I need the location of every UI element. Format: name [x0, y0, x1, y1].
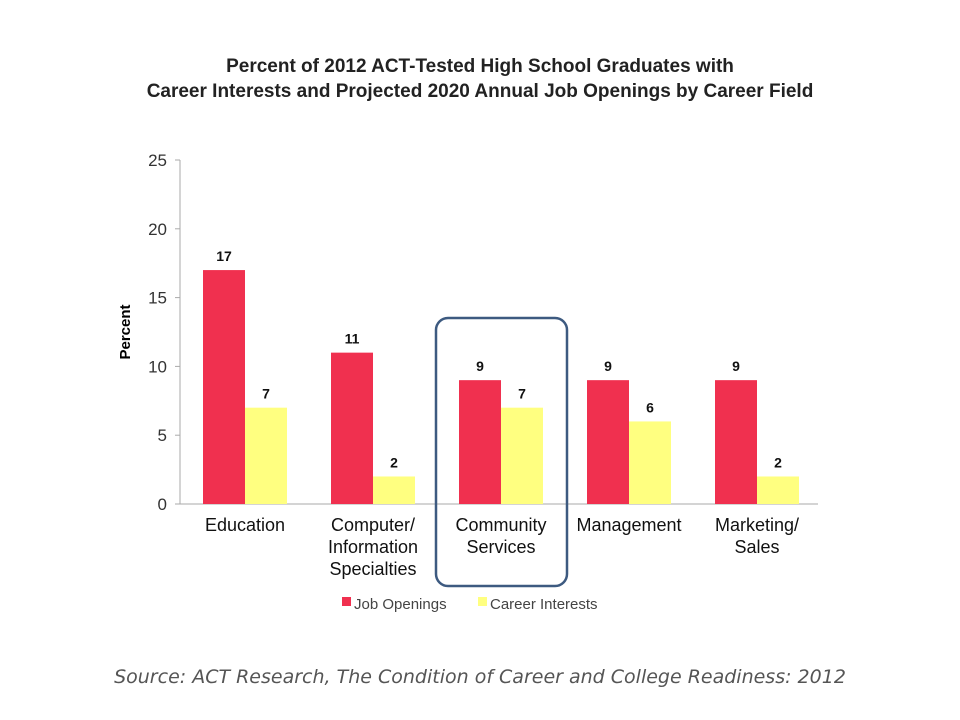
category-label: Computer/Information Specialties: [328, 515, 418, 579]
category-label: Management: [576, 515, 681, 535]
category-label: Education: [205, 515, 285, 535]
bar-career-interests: [245, 407, 287, 504]
bar-value-label: 17: [216, 248, 232, 264]
bar-career-interests: [501, 407, 543, 504]
bar-value-label: 9: [604, 358, 612, 374]
category-label-line: Information: [328, 537, 418, 557]
category-label: Community Services: [455, 515, 546, 557]
source-citation: Source: ACT Research, The Condition of C…: [114, 666, 846, 688]
bar-value-label: 2: [390, 454, 398, 470]
y-tick-label: 15: [148, 289, 167, 308]
bar-job-openings: [587, 380, 629, 504]
chart-legend: Job Openings Career Interests: [342, 596, 598, 613]
category-label-line: Sales: [734, 537, 779, 557]
highlight-box: [434, 316, 569, 588]
legend-label: Career Interests: [490, 596, 598, 613]
legend-swatch: [478, 597, 487, 606]
y-tick-label: 20: [148, 220, 167, 239]
bar-value-label: 6: [646, 399, 654, 415]
legend-label: Job Openings: [354, 596, 447, 613]
bar-job-openings: [715, 380, 757, 504]
chart-title-line-1: Percent of 2012 ACT-Tested High School G…: [226, 56, 734, 77]
bar-value-label: 7: [262, 386, 270, 402]
chart-labels: 17 11 9 9 9 7 2 7 6 2 Education Computer/Informatio…: [205, 248, 799, 588]
bar-value-label: 2: [774, 454, 782, 470]
y-tick-label: 25: [148, 151, 167, 170]
y-tick-label: 0: [158, 495, 167, 514]
bar-value-label: 9: [476, 358, 484, 374]
chart-title: Percent of 2012 ACT-Tested High School G…: [0, 54, 960, 104]
category-label: Marketing/Sales: [715, 515, 799, 557]
category-label-line: Marketing/: [715, 515, 799, 535]
bar-value-label: 9: [732, 358, 740, 374]
chart-bars: [203, 270, 799, 504]
y-tick-label: 5: [158, 426, 167, 445]
bar-job-openings: [331, 352, 373, 504]
category-label-line: Education: [205, 515, 285, 535]
category-label-line: Management: [576, 515, 681, 535]
category-label-line: Community: [455, 515, 546, 535]
bar-career-interests: [629, 421, 671, 504]
category-label-line: Computer/: [331, 515, 415, 535]
y-tick-label: 10: [148, 357, 167, 376]
bar-career-interests: [373, 476, 415, 504]
bar-job-openings: [459, 380, 501, 504]
bar-job-openings: [203, 270, 245, 504]
chart-title-line-2: Career Interests and Projected 2020 Annu…: [146, 81, 814, 102]
category-label-line: Specialties: [329, 559, 416, 579]
bar-value-label: 11: [345, 331, 360, 347]
bar-career-interests: [757, 476, 799, 504]
legend-swatch: [342, 597, 351, 606]
bar-value-label: 7: [518, 386, 526, 402]
category-label-line: Services: [466, 537, 535, 557]
y-axis-label: Percent: [117, 304, 134, 359]
